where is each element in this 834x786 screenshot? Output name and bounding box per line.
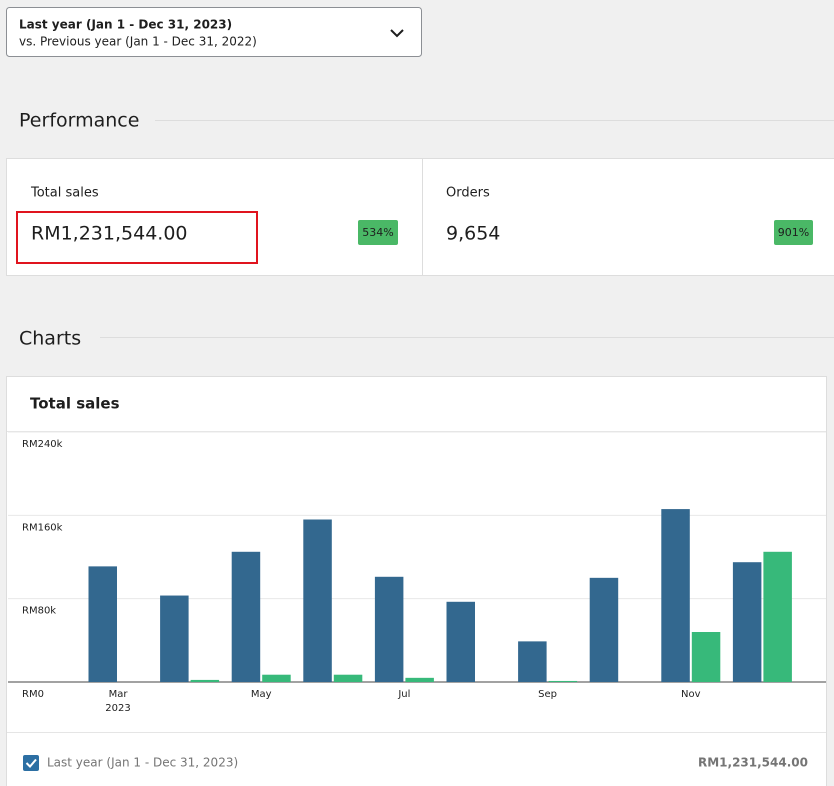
x-tick-label: Nov [681, 689, 701, 700]
bar [303, 520, 332, 683]
date-range-secondary: vs. Previous year (Jan 1 - Dec 31, 2022) [19, 35, 257, 49]
legend-label[interactable]: Last year (Jan 1 - Dec 31, 2023) [47, 756, 238, 770]
bar [518, 641, 547, 682]
card-label: Orders [446, 186, 490, 201]
section-heading: Performance [19, 110, 139, 132]
bar [590, 578, 619, 682]
y-tick-label: RM240k [22, 439, 63, 450]
card-change: 901% [778, 226, 809, 239]
legend-checkbox[interactable] [23, 755, 39, 771]
bar [262, 675, 291, 682]
x-sublabel: 2023 [105, 703, 130, 714]
x-tick-label: Jul [397, 689, 410, 700]
bar [733, 562, 762, 682]
legend-total: RM1,231,544.00 [698, 756, 808, 770]
bar [549, 681, 578, 682]
x-tick-label: Sep [538, 689, 557, 700]
y-tick-label: RM160k [22, 522, 63, 533]
bar [334, 675, 363, 682]
bar [661, 509, 690, 682]
bar [375, 577, 404, 682]
section-heading: Charts [19, 328, 81, 350]
bar [160, 596, 189, 682]
bar [405, 678, 434, 682]
date-range-primary: Last year (Jan 1 - Dec 31, 2023) [19, 18, 232, 32]
cards [7, 159, 834, 276]
chart-title: Total sales [30, 395, 120, 413]
bar [232, 552, 261, 682]
card-change: 534% [362, 226, 393, 239]
y-tick-label: RM80k [22, 606, 56, 617]
bar [191, 680, 220, 682]
card-value: RM1,231,544.00 [31, 223, 188, 245]
card-label: Total sales [30, 186, 99, 201]
bar [763, 552, 792, 682]
bar [89, 566, 118, 682]
x-tick-label: Mar [109, 689, 129, 700]
card-value: 9,654 [446, 223, 500, 245]
y-tick-label: RM0 [22, 689, 44, 700]
date-range-selector[interactable] [7, 8, 422, 57]
bar [692, 632, 721, 682]
x-tick-label: May [251, 689, 272, 700]
bar [447, 602, 476, 682]
chart-panel [7, 377, 827, 786]
